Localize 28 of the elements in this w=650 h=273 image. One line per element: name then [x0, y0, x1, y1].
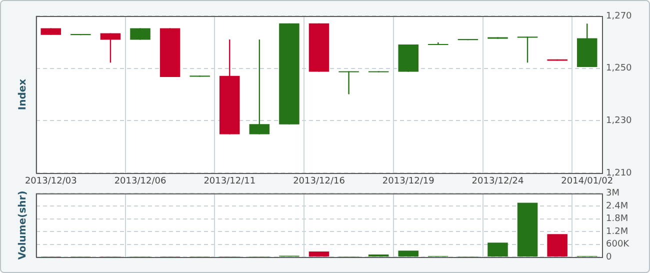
x-tick-label: 2013/12/03: [24, 176, 77, 187]
y-tick-label: 1,230: [606, 116, 632, 126]
y-tick-label: 1,270: [606, 11, 632, 22]
candlestick: [517, 36, 538, 64]
y-tick-label: 1,250: [606, 64, 632, 74]
x-tick-label: 2013/12/16: [293, 176, 346, 187]
x-tick-label: 2013/12/19: [382, 176, 435, 187]
candlestick: [338, 70, 359, 95]
y-axis-title: Index: [18, 78, 29, 110]
bar: [488, 242, 508, 256]
y-tick-label: 600K: [606, 240, 630, 250]
candlestick: [100, 32, 121, 64]
y-tick-label: 2.4M: [606, 201, 628, 212]
y-tick-label: 0: [606, 252, 612, 262]
y-tick-label: 1.2M: [606, 226, 628, 237]
bar: [308, 251, 330, 256]
bar: [398, 250, 418, 256]
bar: [517, 202, 538, 256]
candlestick: [249, 38, 270, 135]
y-tick-label: 1,210: [606, 168, 632, 178]
x-tick-label: 2013/12/11: [204, 176, 256, 187]
y-tick-label: 3M: [606, 188, 620, 199]
bar: [547, 234, 568, 256]
x-tick-label: 2013/12/24: [472, 176, 524, 187]
y-tick-label: 1.8M: [606, 214, 628, 224]
x-tick-label: 2013/12/06: [114, 176, 166, 187]
x-tick-label: 2014/01/02: [561, 176, 614, 187]
y-axis-title: Volume(shr): [18, 190, 29, 260]
